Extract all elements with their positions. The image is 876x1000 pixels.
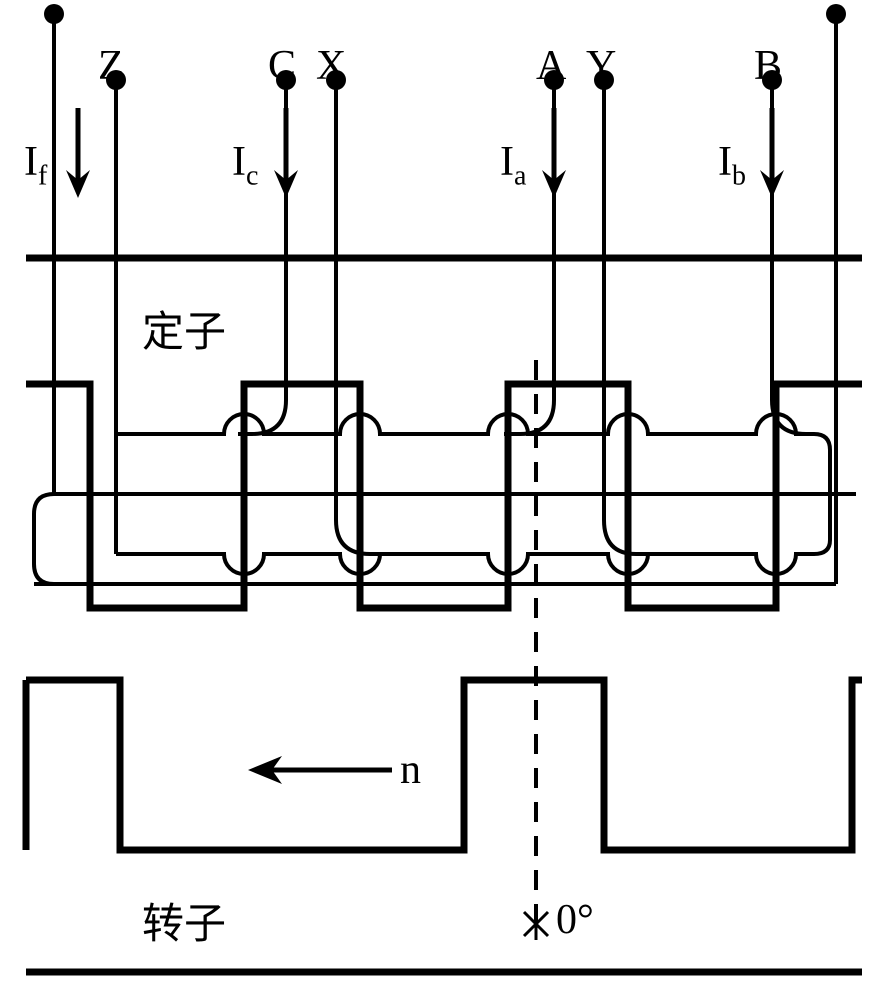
label-a: A xyxy=(536,42,566,90)
label-ib: Ib xyxy=(718,138,746,192)
label-rotor: 转子 xyxy=(142,890,226,951)
label-z: Z xyxy=(98,42,124,90)
label-if: If xyxy=(24,138,47,192)
field-left-loop xyxy=(34,494,54,584)
armature-top-winding xyxy=(116,414,814,434)
label-b: B xyxy=(754,42,782,90)
armature-bottom-winding xyxy=(116,554,814,574)
label-ia: Ia xyxy=(500,138,526,192)
diagram-canvas: Z C X A Y B If Ic Ia Ib 定子 转子 n 0° xyxy=(0,0,876,1000)
rotor-teeth xyxy=(26,680,862,850)
label-x: X xyxy=(316,42,346,90)
reference-star xyxy=(524,908,548,940)
label-ic: Ic xyxy=(232,138,258,192)
label-angle: 0° xyxy=(556,896,594,944)
label-n: n xyxy=(400,746,421,794)
label-y: Y xyxy=(586,42,616,90)
label-stator: 定子 xyxy=(142,298,226,359)
label-c: C xyxy=(268,42,296,90)
